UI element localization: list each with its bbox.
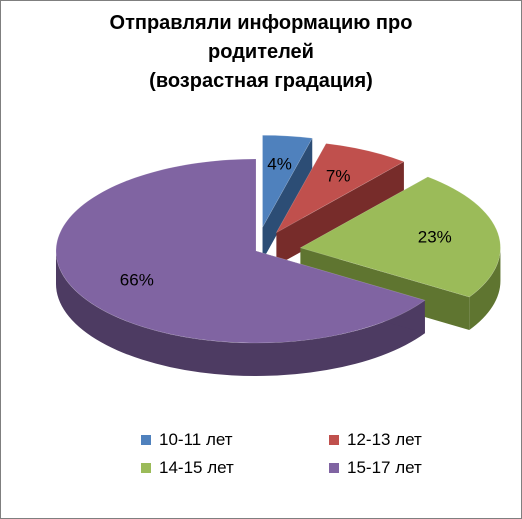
legend-item-14-15: 14-15 лет <box>141 457 234 479</box>
data-label-12-13: 7% <box>326 166 351 185</box>
legend-item-12-13: 12-13 лет <box>329 429 422 451</box>
legend-swatch <box>141 435 151 445</box>
chart-title-line-2: родителей <box>208 41 314 63</box>
legend-label: 15-17 лет <box>347 458 422 477</box>
slice-side-15-17 <box>56 251 425 376</box>
legend-label: 10-11 лет <box>159 430 233 449</box>
legend-swatch <box>329 463 339 473</box>
legend-swatch <box>329 435 339 445</box>
data-label-10-11: 4% <box>267 155 292 174</box>
slice-10-11 <box>262 134 313 229</box>
data-label-15-17: 66% <box>120 271 154 290</box>
chart-title-line-3: (возрастная градация) <box>149 70 373 92</box>
pie-chart-plot: 4% 7% 23% 66% <box>55 134 501 376</box>
slice-15-17 <box>55 158 426 344</box>
slice-wall-12-13-1 <box>276 161 404 266</box>
legend-label: 12-13 лет <box>347 430 422 449</box>
legend-swatch <box>141 463 151 473</box>
chart-title-line-1: Отправляли информацию про <box>109 12 413 34</box>
legend-item-10-11: 10-11 лет <box>141 429 233 451</box>
legend-item-15-17: 15-17 лет <box>329 457 422 479</box>
chart-legend: 10-11 лет 12-13 лет 14-15 лет 15-17 лет <box>141 429 481 489</box>
slice-side-14-15 <box>469 247 501 331</box>
chart-title: Отправляли информацию про родителей (воз… <box>1 9 521 96</box>
data-label-14-15: 23% <box>418 227 452 246</box>
slice-wall-10-11-1 <box>262 138 313 261</box>
slice-14-15 <box>299 176 501 298</box>
legend-label: 14-15 лет <box>159 458 234 477</box>
slice-12-13 <box>275 143 405 234</box>
